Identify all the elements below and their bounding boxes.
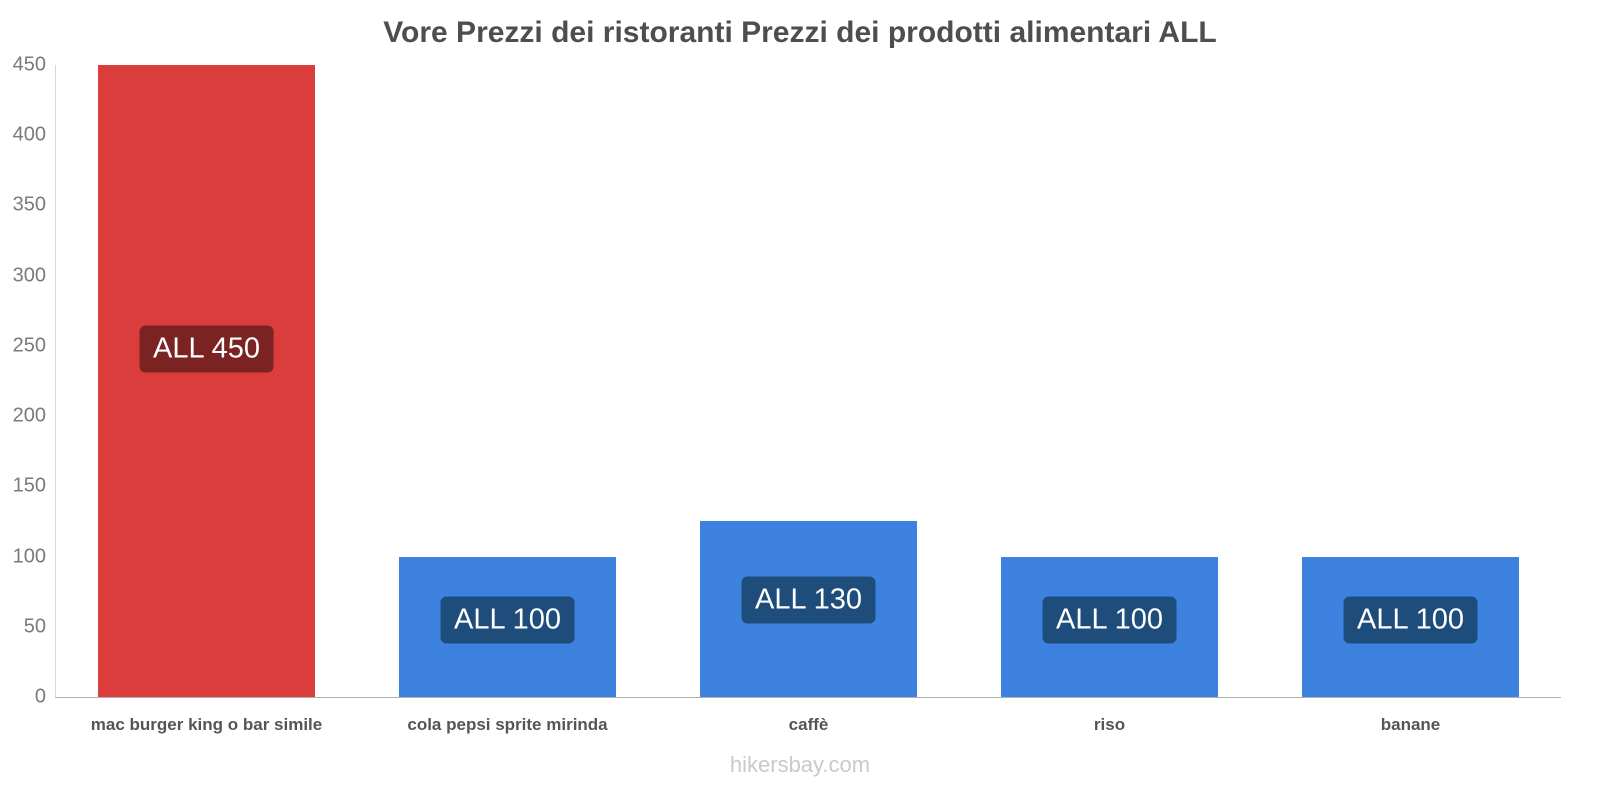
- x-axis-category-label: cola pepsi sprite mirinda: [407, 715, 608, 734]
- plot-area: 0 50 100 150 200 250 300 350 400 450 ALL 450 ALL 1…: [13, 54, 1561, 734]
- y-tick-label: 0: [34, 685, 46, 708]
- x-axis-category-label: mac burger king o bar simile: [90, 715, 323, 734]
- bar-value-label: ALL 450: [139, 325, 274, 373]
- bar-value-label: ALL 100: [440, 596, 575, 644]
- bar[interactable]: ALL 130: [700, 521, 917, 697]
- y-tick-label: 200: [12, 404, 46, 427]
- y-tick-label: 400: [12, 123, 46, 146]
- watermark: hikersbay.com: [729, 752, 871, 777]
- y-tick-label: 250: [12, 334, 46, 357]
- y-tick-label: 350: [12, 193, 46, 216]
- bar[interactable]: ALL 100: [1302, 556, 1519, 697]
- chart-title: Vore Prezzi dei ristoranti Prezzi dei pr…: [383, 16, 1217, 49]
- y-tick-label: 50: [23, 615, 46, 638]
- bar-value-label: ALL 100: [1343, 596, 1478, 644]
- x-axis-category-label: riso: [1093, 715, 1126, 734]
- y-tick-label: 450: [12, 53, 46, 76]
- y-tick-label: 100: [12, 545, 46, 568]
- bar-value-label: ALL 130: [741, 576, 876, 624]
- bar[interactable]: ALL 450: [98, 65, 315, 697]
- bar[interactable]: ALL 100: [399, 556, 616, 697]
- bar[interactable]: ALL 100: [1001, 556, 1218, 697]
- x-axis-category-label: banane: [1380, 715, 1441, 734]
- bar-value-label: ALL 100: [1042, 596, 1177, 644]
- y-tick-label: 150: [12, 474, 46, 497]
- y-tick-label: 300: [12, 264, 46, 287]
- x-axis-category-label: caffè: [788, 715, 829, 734]
